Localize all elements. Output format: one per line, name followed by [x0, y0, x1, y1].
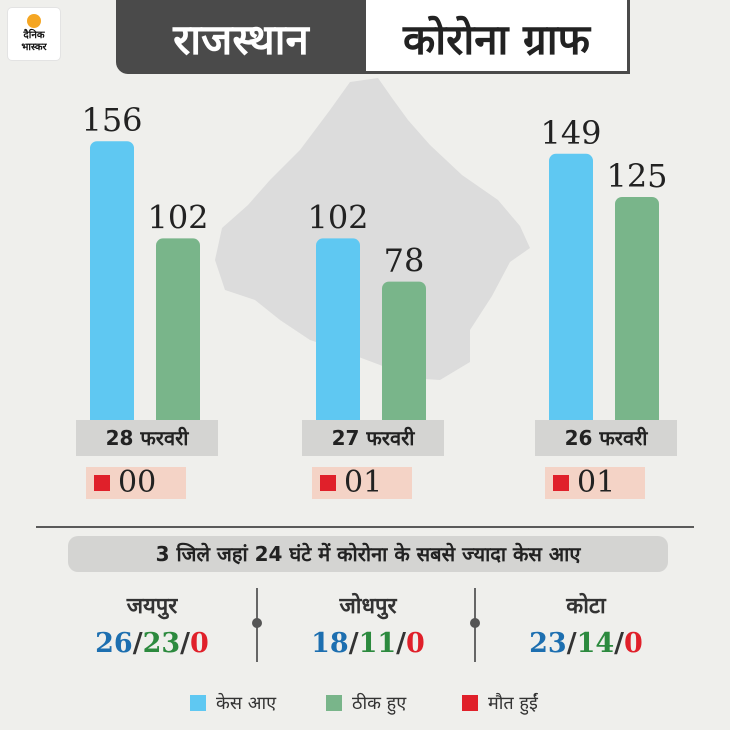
- deaths-value-27-feb: 01: [312, 467, 412, 499]
- districts-title: 3 जिले जहां 24 घंटे में कोरोना के सबसे ज…: [68, 536, 668, 572]
- value-label-cases-27-feb: 102: [307, 198, 368, 236]
- district-stats: 18/11/0: [268, 628, 468, 659]
- district-stats: 26/23/0: [52, 628, 252, 659]
- section-divider: [36, 526, 694, 528]
- bar-cases-26-feb: [549, 153, 593, 429]
- logo-text-line1: दैनिक: [23, 30, 45, 41]
- deaths-text: 00: [118, 465, 157, 500]
- district-stats: 23/14/0: [486, 628, 686, 659]
- district-recovered: 23: [142, 628, 181, 659]
- stat-separator: /: [566, 628, 577, 659]
- legend-swatch-deaths: [462, 695, 478, 711]
- death-marker-icon: [320, 475, 336, 491]
- deaths-text: 01: [344, 465, 383, 500]
- district-recovered: 14: [576, 628, 615, 659]
- district-recovered: 11: [358, 628, 397, 659]
- death-marker-icon: [553, 475, 569, 491]
- bar-cases-28-feb: [90, 141, 134, 428]
- legend-label: मौत हुईं: [488, 693, 538, 714]
- legend-swatch-recovered: [326, 695, 342, 711]
- dainik-bhaskar-logo: दैनिक भास्कर: [8, 8, 60, 60]
- deaths-value-28-feb: 00: [86, 467, 186, 499]
- legend-recovered: ठीक हुए: [326, 692, 406, 716]
- value-label-recovered-28-feb: 102: [147, 198, 208, 236]
- date-label-28-feb: 28 फरवरी: [76, 420, 218, 456]
- district-separator: [470, 588, 480, 662]
- district-cases: 23: [529, 628, 567, 659]
- stat-separator: /: [396, 628, 407, 659]
- date-label-27-feb: 27 फरवरी: [302, 420, 444, 456]
- legend-label: ठीक हुए: [352, 693, 407, 714]
- legend-deaths: मौत हुईं: [462, 692, 538, 716]
- deaths-value-26-feb: 01: [545, 467, 645, 499]
- district-cases: 26: [95, 628, 133, 659]
- district-jaipur: जयपुर 26/23/0: [52, 592, 252, 659]
- stat-separator: /: [348, 628, 359, 659]
- rajasthan-map-silhouette: [215, 78, 530, 380]
- bar-recovered-28-feb: [156, 238, 200, 428]
- date-label-26-feb: 26 फरवरी: [535, 420, 677, 456]
- title-graph: कोरोना ग्राफ: [366, 0, 630, 74]
- bar-cases-27-feb: [316, 238, 360, 428]
- legend-label: केस आए: [216, 693, 277, 714]
- legend-cases: केस आए: [190, 692, 276, 716]
- stat-separator: /: [180, 628, 191, 659]
- district-cases: 18: [311, 628, 349, 659]
- district-name: कोटा: [566, 594, 606, 619]
- value-label-cases-28-feb: 156: [81, 101, 142, 139]
- bar-recovered-27-feb: [382, 281, 426, 428]
- district-deaths: 0: [624, 628, 643, 659]
- district-name: जयपुर: [126, 594, 178, 619]
- logo-text-line2: भास्कर: [21, 42, 47, 53]
- stat-separator: /: [614, 628, 625, 659]
- separator-dot: [252, 618, 262, 628]
- title-state: राजस्थान: [116, 0, 366, 74]
- value-label-cases-26-feb: 149: [540, 114, 601, 152]
- district-kota: कोटा 23/14/0: [486, 592, 686, 659]
- value-label-recovered-26-feb: 125: [606, 157, 667, 195]
- district-name: जोधपुर: [339, 594, 397, 619]
- district-deaths: 0: [406, 628, 425, 659]
- deaths-text: 01: [577, 465, 616, 500]
- death-marker-icon: [94, 475, 110, 491]
- legend-swatch-cases: [190, 695, 206, 711]
- stat-separator: /: [132, 628, 143, 659]
- separator-dot: [470, 618, 480, 628]
- district-jodhpur: जोधपुर 18/11/0: [268, 592, 468, 659]
- value-label-recovered-27-feb: 78: [384, 242, 425, 280]
- sun-icon: [27, 14, 41, 28]
- district-deaths: 0: [190, 628, 209, 659]
- bar-recovered-26-feb: [615, 197, 659, 428]
- district-separator: [252, 588, 262, 662]
